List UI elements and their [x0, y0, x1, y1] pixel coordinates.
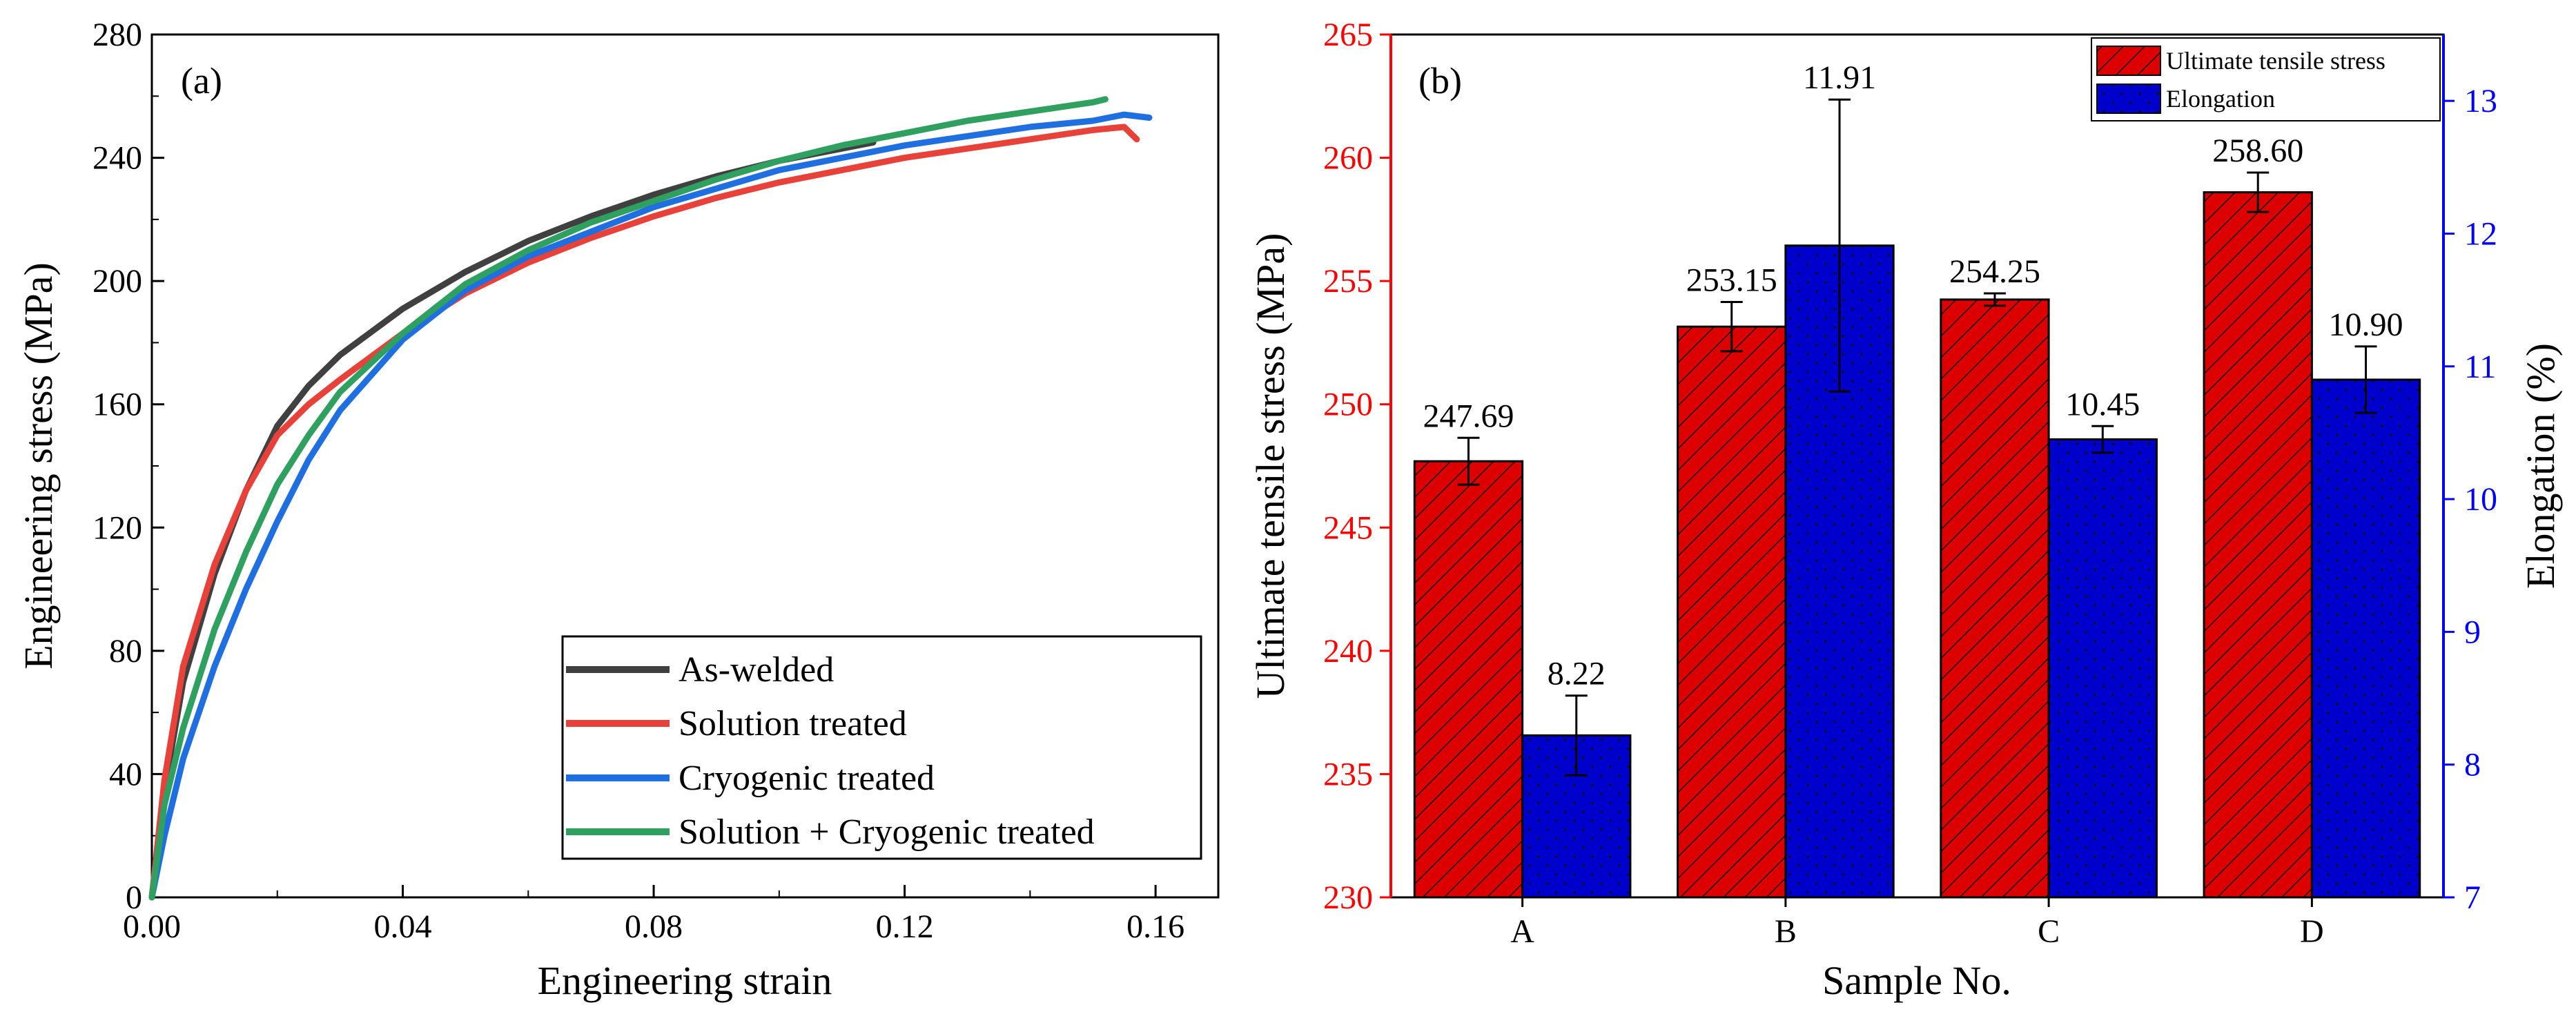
value-label-ultimate-tensile-stress: 247.69	[1423, 398, 1514, 434]
panel-a-x-tick-label: 0.00	[123, 908, 181, 945]
panel-b-error-bars	[1457, 98, 2377, 777]
panel-b-right-tick-label: 10	[2464, 481, 2497, 518]
value-label-elongation: 8.22	[1548, 656, 1606, 692]
panel-a-label: (a)	[181, 60, 222, 101]
panel-b-right-tick-label: 9	[2464, 614, 2481, 650]
panel-b-right-tick-label: 13	[2464, 83, 2497, 119]
panel-b-left-tick-label: 230	[1323, 879, 1373, 916]
panel-b-left-tick-label: 245	[1323, 509, 1373, 546]
panel-b-left-axis-title: Ultimate tensile stress (MPa)	[1248, 233, 1293, 699]
bar-elongation-c	[2047, 438, 2158, 899]
panel-a-y-tick-label: 200	[92, 263, 142, 300]
panel-b-right-tick-label: 8	[2464, 747, 2481, 783]
panel-b-left-tick-label: 240	[1323, 633, 1373, 670]
value-label-elongation: 10.45	[2065, 386, 2140, 422]
panel-b-left-tick-label: 265	[1323, 17, 1373, 53]
bar-ultimate-tensile-stress-d	[2203, 191, 2313, 899]
value-label-ultimate-tensile-stress: 258.60	[2212, 133, 2303, 169]
panel-b-x-axis-title: Sample No.	[1822, 958, 2011, 1003]
legend-label-solution-cryogenic-treated: Solution + Cryogenic treated	[679, 812, 1095, 852]
panel-a-y-tick-label: 280	[92, 17, 142, 53]
legend-label-as-welded: As-welded	[679, 650, 834, 690]
panel-b-left-tick-label: 255	[1323, 263, 1373, 300]
panel-a-y-tick-label: 160	[92, 387, 142, 423]
panel-b-right-tick-label: 12	[2464, 215, 2497, 252]
panel-a-ticks: 0.00 0.04 0.08 0.12 0.16 0 40 80 120 160 200 240 280	[92, 17, 1184, 945]
panel-a-legend-box	[561, 635, 1202, 860]
panel-a-x-tick-label: 0.16	[1126, 908, 1184, 945]
panel-a-y-tick-label: 240	[92, 140, 142, 177]
panel-a-series-lines	[148, 96, 1153, 901]
panel-b-left-tick-label: 250	[1323, 387, 1373, 423]
legend-label-elongation: Elongation	[2166, 85, 2275, 113]
panel-b-right-axis-title: Elongation (%)	[2518, 343, 2563, 589]
panel-a-y-tick-label: 120	[92, 509, 142, 546]
panel-a-legend: As-welded Solution treated Cryogenic tre…	[561, 635, 1202, 860]
legend-swatch-elongation	[2096, 84, 2161, 114]
panel-b-ticks: 230 235 240 245 250 255 260 265 7 8 9 10 11 12 13 A B C D	[1323, 17, 2497, 950]
panel-b-left-tick-label: 260	[1323, 140, 1373, 177]
bar-elongation-d	[2310, 378, 2421, 899]
panel-a-y-tick-label: 80	[109, 633, 142, 670]
panel-b-value-labels: 247.69 253.15 254.25 258.60 8.22 11.91 10.45 10…	[1423, 59, 2403, 692]
line-series-cryogenic-treated	[148, 111, 1153, 901]
value-label-ultimate-tensile-stress: 254.25	[1949, 253, 2040, 290]
panel-b-category-label: D	[2300, 913, 2324, 950]
value-label-elongation: 10.90	[2329, 306, 2403, 343]
legend-label-solution-treated: Solution treated	[679, 704, 907, 743]
panel-b-left-tick-label: 235	[1323, 756, 1373, 792]
panel-b-label: (b)	[1418, 60, 1462, 101]
panel-b-right-tick-label: 11	[2464, 349, 2496, 385]
bar-ultimate-tensile-stress-b	[1677, 325, 1787, 899]
panel-a-x-tick-label: 0.12	[876, 908, 934, 945]
panel-b-category-label: A	[1510, 913, 1534, 950]
legend-label-ultimate-tensile-stress: Ultimate tensile stress	[2166, 47, 2385, 75]
panel-b-category-label: B	[1775, 913, 1797, 950]
bar-ultimate-tensile-stress-c	[1940, 298, 2050, 899]
legend-swatch-ultimate-tensile-stress	[2096, 46, 2161, 76]
panel-a-x-tick-label: 0.04	[374, 908, 432, 945]
line-series-solution-treated	[148, 124, 1140, 901]
panel-b-bar-chart: 247.69 253.15 254.25 258.60 8.22 11.91 10.45 10…	[1248, 17, 2563, 1003]
panel-b-bars	[1413, 191, 2421, 899]
panel-a-x-tick-label: 0.08	[625, 908, 683, 945]
legend-label-cryogenic-treated: Cryogenic treated	[679, 759, 935, 798]
panel-a-line-chart: 0.00 0.04 0.08 0.12 0.16 0 40 80 120 160 200 240 280…	[16, 17, 1220, 1003]
value-label-elongation: 11.91	[1803, 59, 1876, 96]
panel-a-y-axis-title: Engineering stress (MPa)	[16, 262, 61, 670]
line-series-solution-cryogenic-treated	[148, 96, 1109, 901]
value-label-ultimate-tensile-stress: 253.15	[1686, 262, 1777, 299]
panel-b-category-label: C	[2038, 913, 2060, 950]
panel-a-y-tick-label: 0	[126, 879, 142, 916]
bar-ultimate-tensile-stress-a	[1413, 460, 1524, 899]
panel-a-y-tick-label: 40	[109, 756, 142, 792]
panel-a-x-axis-title: Engineering strain	[538, 958, 832, 1003]
panel-b-legend: Ultimate tensile stress Elongation	[2091, 37, 2441, 121]
panel-b-right-tick-label: 7	[2464, 879, 2481, 916]
